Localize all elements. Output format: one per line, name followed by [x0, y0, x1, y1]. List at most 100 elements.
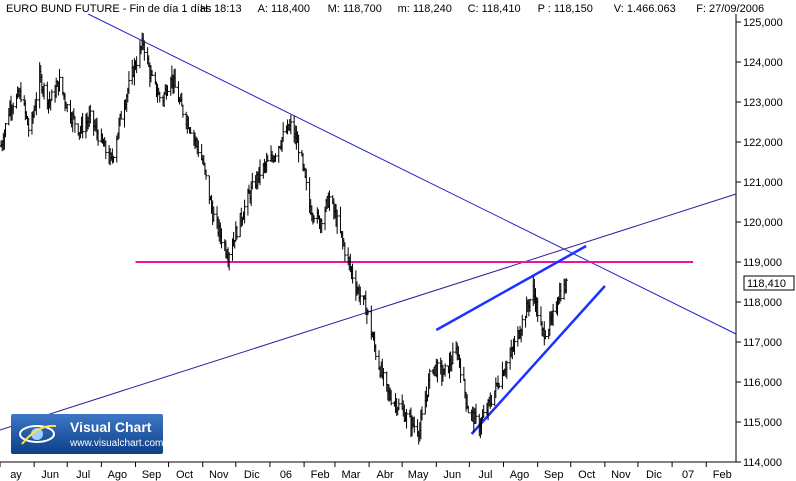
trend-line-downtrend	[87, 13, 737, 335]
ohlc-bar	[135, 56, 139, 74]
header-stat-0: H: 18:13	[200, 3, 242, 15]
ohlc-bar	[88, 104, 92, 124]
ohlc-bar	[459, 358, 463, 383]
x-tick-label: Sep	[142, 469, 162, 481]
ohlc-bar	[250, 172, 254, 190]
y-tick-label: 115,000	[743, 417, 782, 429]
ohlc-bar	[297, 134, 301, 163]
x-tick-label: Ago	[510, 469, 530, 481]
y-tick-label: 125,000	[743, 17, 783, 29]
ohlc-bar	[327, 190, 331, 212]
header-stat-4: C: 118,410	[468, 3, 521, 15]
x-tick-label: May	[408, 469, 429, 481]
ohlc-bar	[150, 70, 154, 77]
ohlc-bar	[428, 368, 432, 389]
x-tick-label: Nov	[611, 469, 631, 481]
header-stat-2: M: 118,700	[328, 3, 382, 15]
y-tick-label: 119,000	[743, 257, 782, 269]
ohlc-bar	[81, 112, 85, 139]
x-tick-label: Ago	[108, 469, 128, 481]
y-tick-label: 120,000	[743, 217, 783, 229]
ohlc-bar	[227, 252, 231, 271]
x-tick-label: Jul	[76, 469, 90, 481]
ohlc-bar	[358, 286, 362, 306]
ohlc-bar	[497, 382, 501, 389]
ohlc-bar	[243, 199, 247, 224]
ohlc-bar	[320, 218, 324, 234]
ohlc-bar	[165, 85, 169, 96]
header-stat-7: F: 27/09/2006	[696, 3, 764, 15]
ohlc-bar	[536, 297, 540, 322]
logo-name: Visual Chart	[70, 419, 152, 435]
x-tick-label: Nov	[209, 469, 229, 481]
ohlc-bar	[505, 360, 509, 379]
x-tick-label: 06	[280, 469, 292, 481]
ohlc-bar	[489, 394, 493, 407]
trend-line-channel-top	[435, 244, 587, 332]
ohlc-bar	[451, 342, 455, 365]
ohlc-bar	[351, 263, 355, 284]
ohlc-bar	[482, 404, 486, 418]
ohlc-bar	[335, 209, 339, 234]
ohlc-bar	[543, 330, 547, 340]
ohlc-bar	[466, 405, 470, 414]
ohlc-bar	[435, 359, 439, 383]
x-tick-label: Oct	[578, 469, 595, 481]
ohlc-bar	[173, 68, 177, 88]
y-tick-label: 124,000	[743, 57, 783, 69]
ohlc-bar	[564, 278, 568, 294]
ohlc-bar	[219, 228, 223, 249]
ohlc-bar	[204, 169, 208, 180]
ohlc-bar	[158, 91, 162, 103]
x-tick-label: Jun	[41, 469, 59, 481]
ohlc-bar	[104, 140, 108, 160]
header-stat-6: V: 1.466.063	[614, 3, 676, 15]
y-tick-label: 116,000	[743, 377, 782, 389]
ohlc-bar	[559, 283, 563, 302]
last-price-marker: 118,410	[743, 275, 795, 291]
ohlc-bar	[181, 104, 185, 118]
ohlc-bar	[258, 159, 262, 186]
ohlc-bar	[551, 303, 555, 326]
last-price-box	[743, 275, 795, 291]
ohlc-bar	[34, 92, 38, 116]
ohlc-bar	[96, 129, 100, 146]
logo-url: www.visualchart.com	[69, 438, 163, 449]
x-axis: ay Jun Jul Ago Sep Oct Nov Dic 06 Feb Mar Abr May Jun…	[0, 462, 732, 481]
ohlc-bar	[119, 110, 123, 120]
ohlc-bar	[111, 155, 115, 163]
ohlc-bar	[343, 242, 347, 262]
plot-area[interactable]	[0, 14, 737, 463]
ohlc-bar	[235, 226, 239, 240]
ohlc-bar	[381, 367, 385, 387]
ohlc-bar	[27, 117, 31, 137]
ohlc-bar	[420, 406, 424, 421]
x-tick-label: Dic	[646, 469, 662, 481]
x-tick-label: Jun	[443, 469, 461, 481]
ohlc-bar	[4, 123, 8, 138]
ohlc-bar	[405, 408, 409, 429]
ohlc-bar	[304, 168, 308, 191]
y-tick-label: 114,000	[743, 457, 782, 469]
header-stat-5: P : 118,150	[538, 3, 593, 15]
ohlc-bar	[520, 314, 524, 336]
x-tick-label: Feb	[713, 469, 732, 481]
header-stats: H: 18:13 A: 118,400 M: 118,700 m: 118,240 C:…	[200, 3, 764, 15]
period-label: Fin de día 1 días	[129, 3, 211, 15]
ohlc-bar	[443, 363, 447, 377]
ohlc-bar	[412, 416, 416, 433]
header-stat-1: A: 118,400	[258, 3, 310, 15]
ohlc-bar	[289, 114, 293, 135]
ohlc-bar	[397, 398, 401, 411]
ohlc-bar	[312, 215, 316, 223]
ohlc-bar	[196, 140, 200, 157]
ohlc-bar	[127, 71, 131, 94]
ohlc-bar	[212, 206, 216, 222]
x-tick-label: Mar	[341, 469, 360, 481]
y-tick-label: 118,000	[743, 297, 782, 309]
trend-line-channel-bottom	[470, 285, 606, 435]
ohlc-bar	[57, 68, 61, 92]
last-price-label: 118,410	[747, 278, 786, 290]
y-tick-label: 122,000	[743, 137, 783, 149]
